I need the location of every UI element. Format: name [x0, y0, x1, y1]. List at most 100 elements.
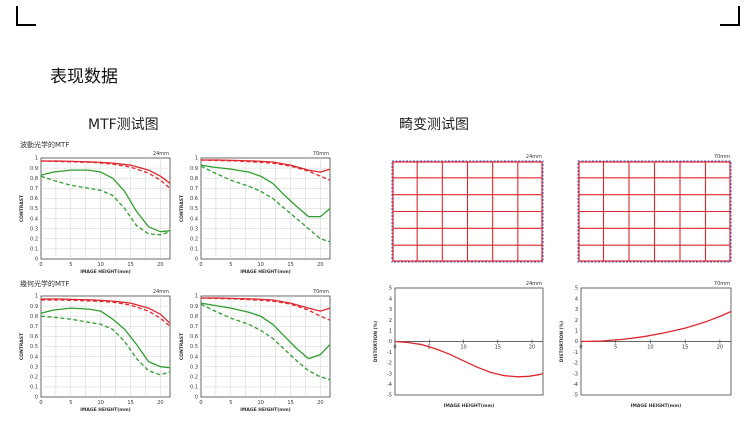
y-tick-label: 0.8 — [190, 314, 198, 320]
y-tick-label: 0.1 — [190, 247, 198, 253]
y-tick-label: 0.2 — [190, 237, 198, 243]
y-tick-label: -2 — [387, 361, 392, 367]
reference-frame — [391, 160, 544, 263]
x-tick-label: 20 — [157, 262, 163, 268]
x-tick-label: 20 — [157, 400, 163, 406]
focal-label: 24mm — [526, 281, 542, 287]
series-line-2 — [200, 297, 331, 321]
y-tick-label: 1 — [575, 329, 578, 335]
x-tick-label: 20 — [317, 400, 323, 406]
y-tick-label: 2 — [389, 318, 392, 324]
chart-1-mtf-24mm: 0 5 10 15 20 0 0.1 0.2 0.3 0.4 0.5 0.6 0.7 0.8 0.9 1 IMA… — [19, 140, 171, 275]
x-tick-label: 20 — [529, 345, 535, 351]
y-tick-label: 0.3 — [30, 364, 38, 370]
x-axis-label: IMAGE HEIGHT(mm) — [80, 407, 131, 413]
chart-subtitle: 波動光学的MTF — [20, 140, 69, 149]
reference-frame — [577, 160, 732, 263]
y-tick-label: 0.2 — [30, 375, 38, 381]
y-axis-label: DISTORTION (%) — [373, 321, 379, 362]
x-tick-label: 5 — [614, 345, 617, 351]
y-tick-label: 3 — [389, 307, 392, 313]
corner-mark-top-right — [720, 6, 740, 26]
mtf-section-title: MTF测试图 — [88, 117, 159, 133]
y-tick-label: 0.9 — [190, 166, 198, 172]
y-tick-label: 0.6 — [30, 196, 38, 202]
x-tick-label: 10 — [258, 262, 264, 268]
x-tick-label: 5 — [69, 262, 72, 268]
y-tick-label: 0.4 — [30, 354, 38, 360]
y-tick-label: 0 — [195, 395, 198, 401]
series-line-4 — [200, 303, 331, 381]
y-tick-label: 0.6 — [190, 196, 198, 202]
y-tick-label: 1 — [389, 329, 392, 335]
x-axis-label: IMAGE HEIGHT(mm) — [631, 403, 682, 409]
x-tick-label: 15 — [127, 262, 133, 268]
y-tick-label: -5 — [573, 393, 578, 399]
chart-4-mtf-70mm: 0 5 10 15 20 0 0.1 0.2 0.3 0.4 0.5 0.6 0.7 0.8 0.9 1 IMA… — [179, 289, 331, 413]
x-tick-label: 15 — [287, 400, 293, 406]
x-tick-label: 0 — [393, 345, 396, 351]
y-tick-label: 0 — [35, 395, 38, 401]
series-line-2 — [41, 299, 171, 327]
y-tick-label: 0.2 — [30, 237, 38, 243]
series-line-4 — [40, 315, 171, 376]
x-tick-label: 20 — [717, 345, 723, 351]
y-tick-label: 0.3 — [190, 364, 198, 370]
focal-label: 70mm — [714, 281, 730, 287]
y-tick-label: -3 — [387, 371, 392, 377]
y-tick-label: 0.9 — [30, 166, 38, 172]
y-tick-label: 0 — [575, 339, 578, 345]
y-tick-label: 0.5 — [30, 344, 38, 350]
y-axis-label: CONTRAST — [179, 194, 185, 222]
y-tick-label: 1 — [195, 294, 198, 300]
y-tick-label: 1 — [35, 294, 38, 300]
y-tick-label: 0.4 — [190, 216, 198, 222]
x-tick-label: 0 — [39, 400, 42, 406]
y-tick-label: 0.9 — [190, 304, 198, 310]
y-tick-label: 5 — [389, 286, 392, 292]
y-tick-label: 0 — [389, 339, 392, 345]
y-tick-label: -1 — [387, 350, 392, 356]
y-tick-label: 0.7 — [30, 324, 38, 330]
series-line-1 — [580, 310, 732, 343]
y-tick-label: 0.3 — [30, 226, 38, 232]
x-tick-label: 5 — [69, 400, 72, 406]
x-axis-label: IMAGE HEIGHT(mm) — [444, 403, 495, 409]
y-tick-label: 0.2 — [190, 375, 198, 381]
y-tick-label: 5 — [575, 286, 578, 292]
series-line-1 — [201, 297, 331, 312]
y-tick-label: -3 — [573, 371, 578, 377]
series-line-3 — [200, 164, 331, 218]
chart-3-mtf-24mm: 0 5 10 15 20 0 0.1 0.2 0.3 0.4 0.5 0.6 0.7 0.8 0.9 1 IMA… — [19, 279, 171, 413]
y-tick-label: 2 — [575, 318, 578, 324]
y-tick-label: 0.1 — [30, 247, 38, 253]
series-line-2 — [200, 159, 331, 181]
y-tick-label: 0.4 — [30, 216, 38, 222]
y-tick-label: -2 — [573, 361, 578, 367]
focal-label: 24mm — [153, 151, 169, 157]
y-tick-label: 0.1 — [30, 385, 38, 391]
x-axis-label: IMAGE HEIGHT(mm) — [240, 269, 291, 275]
y-tick-label: -5 — [387, 393, 392, 399]
x-tick-label: 5 — [229, 400, 232, 406]
series-line-4 — [200, 165, 331, 243]
x-tick-label: 15 — [495, 345, 501, 351]
y-tick-label: 1 — [35, 156, 38, 162]
y-tick-label: 0.9 — [30, 304, 38, 310]
y-tick-label: 4 — [389, 296, 392, 302]
chart-subtitle: 幾何光学的MTF — [20, 279, 69, 288]
y-tick-label: -4 — [573, 382, 578, 388]
y-tick-label: 0.7 — [190, 324, 198, 330]
x-tick-label: 10 — [98, 262, 104, 268]
distortion-section-title: 畸变测试图 — [399, 117, 469, 133]
x-axis-label: IMAGE HEIGHT(mm) — [80, 269, 131, 275]
y-tick-label: 0.8 — [30, 314, 38, 320]
y-tick-label: 0.6 — [30, 334, 38, 340]
series-line-1 — [201, 159, 331, 173]
x-tick-label: 15 — [287, 262, 293, 268]
series-line-1 — [41, 160, 171, 184]
chart-6-distortion-grid-70mm: 70mm — [577, 154, 732, 263]
